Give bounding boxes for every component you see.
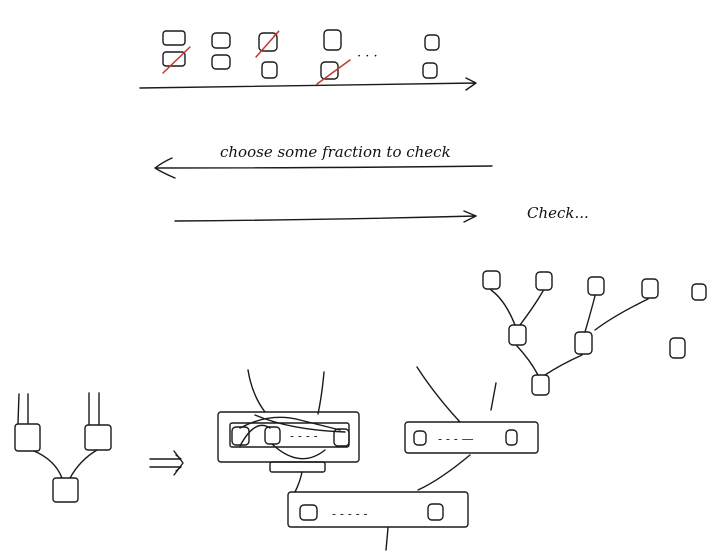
input-line (317, 371, 325, 415)
cross-wire (239, 424, 271, 447)
cross-wire (239, 416, 341, 431)
tree-edge (69, 449, 98, 479)
grid-box (258, 32, 278, 52)
container-box (404, 421, 539, 454)
tree-edge (88, 392, 100, 425)
tree-leaf-box (14, 423, 41, 452)
timeline-arrow (139, 77, 477, 91)
tree-root-box (52, 477, 79, 503)
check-annotation: Check... (527, 204, 589, 222)
grid-box (162, 30, 186, 46)
tree-leaf-box (482, 270, 501, 290)
cross-wire (254, 414, 346, 433)
input-line (294, 471, 303, 493)
cross-wire (271, 443, 326, 460)
grid-box (211, 32, 231, 49)
tree-edge (490, 289, 516, 326)
tree-mid-box (508, 324, 527, 346)
tree-leaf-box (84, 424, 112, 451)
input-line (417, 454, 471, 491)
container-item (264, 426, 281, 445)
container-tab (269, 461, 326, 473)
ellipsis: - - - — (438, 432, 474, 446)
tree-edge (519, 290, 544, 326)
strike-mark (162, 46, 191, 74)
strike-marks (162, 30, 351, 85)
input-line (247, 369, 266, 413)
choose-annotation: choose some fraction to check (220, 143, 451, 161)
output-line (385, 527, 389, 551)
container-item (333, 428, 350, 447)
merge-tree (482, 270, 707, 396)
small-tree (14, 392, 112, 503)
right-arrow (174, 210, 477, 223)
left-arrow (154, 157, 493, 179)
grid-box (422, 62, 438, 79)
tree-leaf-box (641, 278, 659, 299)
tree-edge (594, 298, 649, 331)
grid-box (323, 29, 342, 51)
tree-leaf-box (535, 271, 553, 291)
tree-leaf-box (587, 276, 605, 296)
tree-root-box (531, 374, 550, 396)
tree-edge (17, 393, 29, 424)
container-item (413, 430, 427, 446)
tree-mid-box (574, 331, 593, 355)
container-box (217, 411, 360, 463)
container-structure: - - - - - - - — - - - - - (217, 366, 539, 551)
grid-box (261, 61, 278, 79)
container-item (299, 504, 318, 521)
strike-mark (255, 30, 280, 58)
tree-edge (544, 354, 583, 376)
container-box (287, 491, 469, 528)
grid-box (424, 34, 440, 51)
grid-box (211, 54, 231, 70)
grid-box (162, 51, 186, 67)
implies-arrow (149, 450, 184, 476)
container-item (427, 503, 444, 521)
box-grid: · · · (162, 29, 440, 80)
tree-edge (584, 295, 596, 333)
tree-leaf-box (691, 283, 707, 301)
strike-mark (316, 59, 351, 85)
ellipsis: · · · (357, 49, 378, 64)
ellipsis: - - - - (290, 429, 318, 443)
tree-mid-box (669, 337, 686, 359)
grid-box (320, 61, 339, 80)
container-item (505, 429, 518, 446)
ellipsis: - - - - - (332, 507, 368, 521)
tree-edge (516, 345, 539, 376)
input-line (490, 382, 497, 411)
tree-edge (33, 450, 63, 479)
input-line (416, 366, 461, 423)
